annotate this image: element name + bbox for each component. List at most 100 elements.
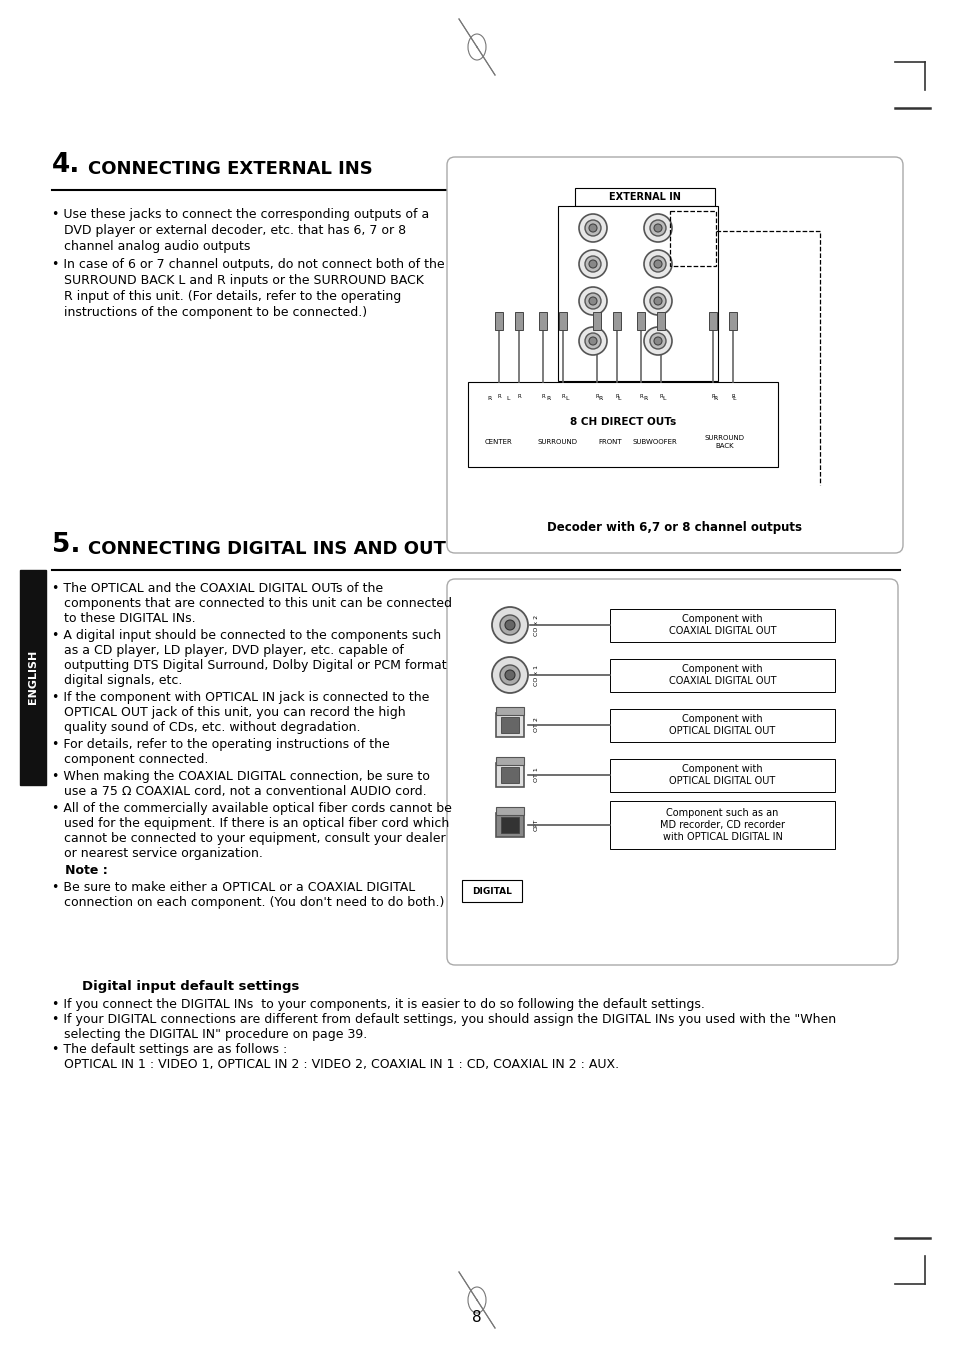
Text: R: R — [643, 396, 647, 400]
Bar — [496, 758, 523, 766]
Text: to these DIGITAL INs.: to these DIGITAL INs. — [52, 612, 195, 625]
Bar — [558, 311, 566, 330]
Bar — [657, 311, 664, 330]
Text: • In case of 6 or 7 channel outputs, do not connect both of the: • In case of 6 or 7 channel outputs, do … — [52, 257, 444, 271]
Text: R: R — [497, 394, 500, 399]
Bar — [500, 767, 518, 783]
Text: components that are connected to this unit can be connected: components that are connected to this un… — [52, 597, 452, 611]
Text: instructions of the component to be connected.): instructions of the component to be conn… — [52, 306, 367, 319]
Circle shape — [643, 328, 671, 355]
Bar — [461, 880, 521, 902]
Text: Decoder with 6,7 or 8 channel outputs: Decoder with 6,7 or 8 channel outputs — [547, 520, 801, 534]
Bar — [515, 311, 522, 330]
Text: Component with
COAXIAL DIGITAL OUT: Component with COAXIAL DIGITAL OUT — [668, 665, 776, 686]
Text: • Be sure to make either a OPTICAL or a COAXIAL DIGITAL: • Be sure to make either a OPTICAL or a … — [52, 882, 415, 894]
Text: digital signals, etc.: digital signals, etc. — [52, 674, 182, 687]
Bar — [609, 801, 834, 849]
Text: R: R — [546, 396, 551, 400]
Text: SUBWOOFER: SUBWOOFER — [632, 439, 677, 445]
Circle shape — [584, 220, 600, 236]
Circle shape — [492, 656, 527, 693]
Text: • Use these jacks to connect the corresponding outputs of a: • Use these jacks to connect the corresp… — [52, 208, 429, 221]
Text: R: R — [730, 394, 734, 399]
Text: R: R — [598, 396, 602, 400]
Circle shape — [504, 670, 515, 679]
Text: R: R — [517, 394, 520, 399]
Circle shape — [578, 214, 606, 243]
Bar — [496, 706, 523, 714]
Text: OPT: OPT — [534, 818, 538, 832]
Bar — [496, 813, 523, 837]
Bar — [708, 311, 717, 330]
Text: quality sound of CDs, etc. without degradation.: quality sound of CDs, etc. without degra… — [52, 721, 360, 735]
Text: ENGLISH: ENGLISH — [28, 650, 38, 704]
Text: Note :: Note : — [52, 864, 108, 878]
Circle shape — [499, 665, 519, 685]
Circle shape — [643, 214, 671, 243]
Bar — [613, 311, 620, 330]
Text: DVD player or external decoder, etc. that has 6, 7 or 8: DVD player or external decoder, etc. tha… — [52, 224, 406, 237]
Circle shape — [649, 256, 665, 272]
Text: OT 2: OT 2 — [534, 717, 538, 732]
Text: OPTICAL IN 1 : VIDEO 1, OPTICAL IN 2 : VIDEO 2, COAXIAL IN 1 : CD, COAXIAL IN 2 : OPTICAL IN 1 : VIDEO 1, OPTICAL IN 2 : V… — [52, 1058, 618, 1072]
Circle shape — [649, 333, 665, 349]
Circle shape — [578, 287, 606, 315]
Bar — [495, 311, 502, 330]
Circle shape — [584, 256, 600, 272]
Text: L: L — [565, 396, 568, 400]
Text: or nearest service organization.: or nearest service organization. — [52, 847, 263, 860]
Text: connection on each component. (You don't need to do both.): connection on each component. (You don't… — [52, 896, 444, 909]
Circle shape — [654, 224, 661, 232]
Bar — [728, 311, 737, 330]
Circle shape — [492, 607, 527, 643]
Bar — [609, 609, 834, 642]
Circle shape — [584, 333, 600, 349]
Text: R: R — [595, 394, 598, 399]
Text: • If the component with OPTICAL IN jack is connected to the: • If the component with OPTICAL IN jack … — [52, 692, 429, 704]
Text: FRONT: FRONT — [598, 439, 621, 445]
Bar — [609, 659, 834, 692]
Circle shape — [643, 287, 671, 315]
Text: used for the equipment. If there is an optical fiber cord which: used for the equipment. If there is an o… — [52, 817, 449, 830]
Bar — [558, 206, 718, 381]
Text: Component with
OPTICAL DIGITAL OUT: Component with OPTICAL DIGITAL OUT — [669, 764, 775, 786]
Text: SURROUND: SURROUND — [537, 439, 578, 445]
Bar — [496, 713, 523, 737]
Text: 5.: 5. — [52, 532, 80, 558]
Text: R: R — [713, 396, 718, 400]
Bar — [496, 763, 523, 787]
Text: L: L — [506, 396, 509, 400]
Circle shape — [499, 615, 519, 635]
Text: • The default settings are as follows :: • The default settings are as follows : — [52, 1043, 287, 1055]
Circle shape — [649, 293, 665, 309]
Text: use a 75 Ω COAXIAL cord, not a conventional AUDIO cord.: use a 75 Ω COAXIAL cord, not a conventio… — [52, 785, 426, 798]
Text: R input of this unit. (For details, refer to the operating: R input of this unit. (For details, refe… — [52, 290, 401, 303]
Circle shape — [578, 249, 606, 278]
Text: CONNECTING EXTERNAL INS: CONNECTING EXTERNAL INS — [88, 160, 373, 178]
Text: as a CD player, LD player, DVD player, etc. capable of: as a CD player, LD player, DVD player, e… — [52, 644, 403, 656]
Circle shape — [649, 220, 665, 236]
Circle shape — [588, 297, 597, 305]
Text: selecting the DIGITAL IN" procedure on page 39.: selecting the DIGITAL IN" procedure on p… — [52, 1029, 367, 1041]
Text: L: L — [732, 396, 735, 400]
Text: CO x 2: CO x 2 — [534, 615, 538, 635]
Text: R: R — [659, 394, 662, 399]
Circle shape — [578, 328, 606, 355]
Text: L: L — [617, 396, 620, 400]
Text: R: R — [710, 394, 714, 399]
FancyBboxPatch shape — [447, 580, 897, 965]
Bar — [468, 381, 778, 466]
Bar — [609, 759, 834, 793]
Text: • When making the COAXIAL DIGITAL connection, be sure to: • When making the COAXIAL DIGITAL connec… — [52, 770, 430, 783]
Text: 4.: 4. — [52, 152, 80, 178]
Text: Digital input default settings: Digital input default settings — [82, 980, 299, 993]
Text: CO x 1: CO x 1 — [534, 665, 538, 686]
Text: L: L — [661, 396, 665, 400]
Bar — [20, 570, 46, 785]
Text: OT 1: OT 1 — [534, 767, 538, 782]
Bar — [496, 807, 523, 816]
Circle shape — [504, 620, 515, 630]
Text: • A digital input should be connected to the components such: • A digital input should be connected to… — [52, 630, 440, 642]
Text: EXTERNAL IN: EXTERNAL IN — [608, 191, 680, 202]
Text: CENTER: CENTER — [485, 439, 513, 445]
